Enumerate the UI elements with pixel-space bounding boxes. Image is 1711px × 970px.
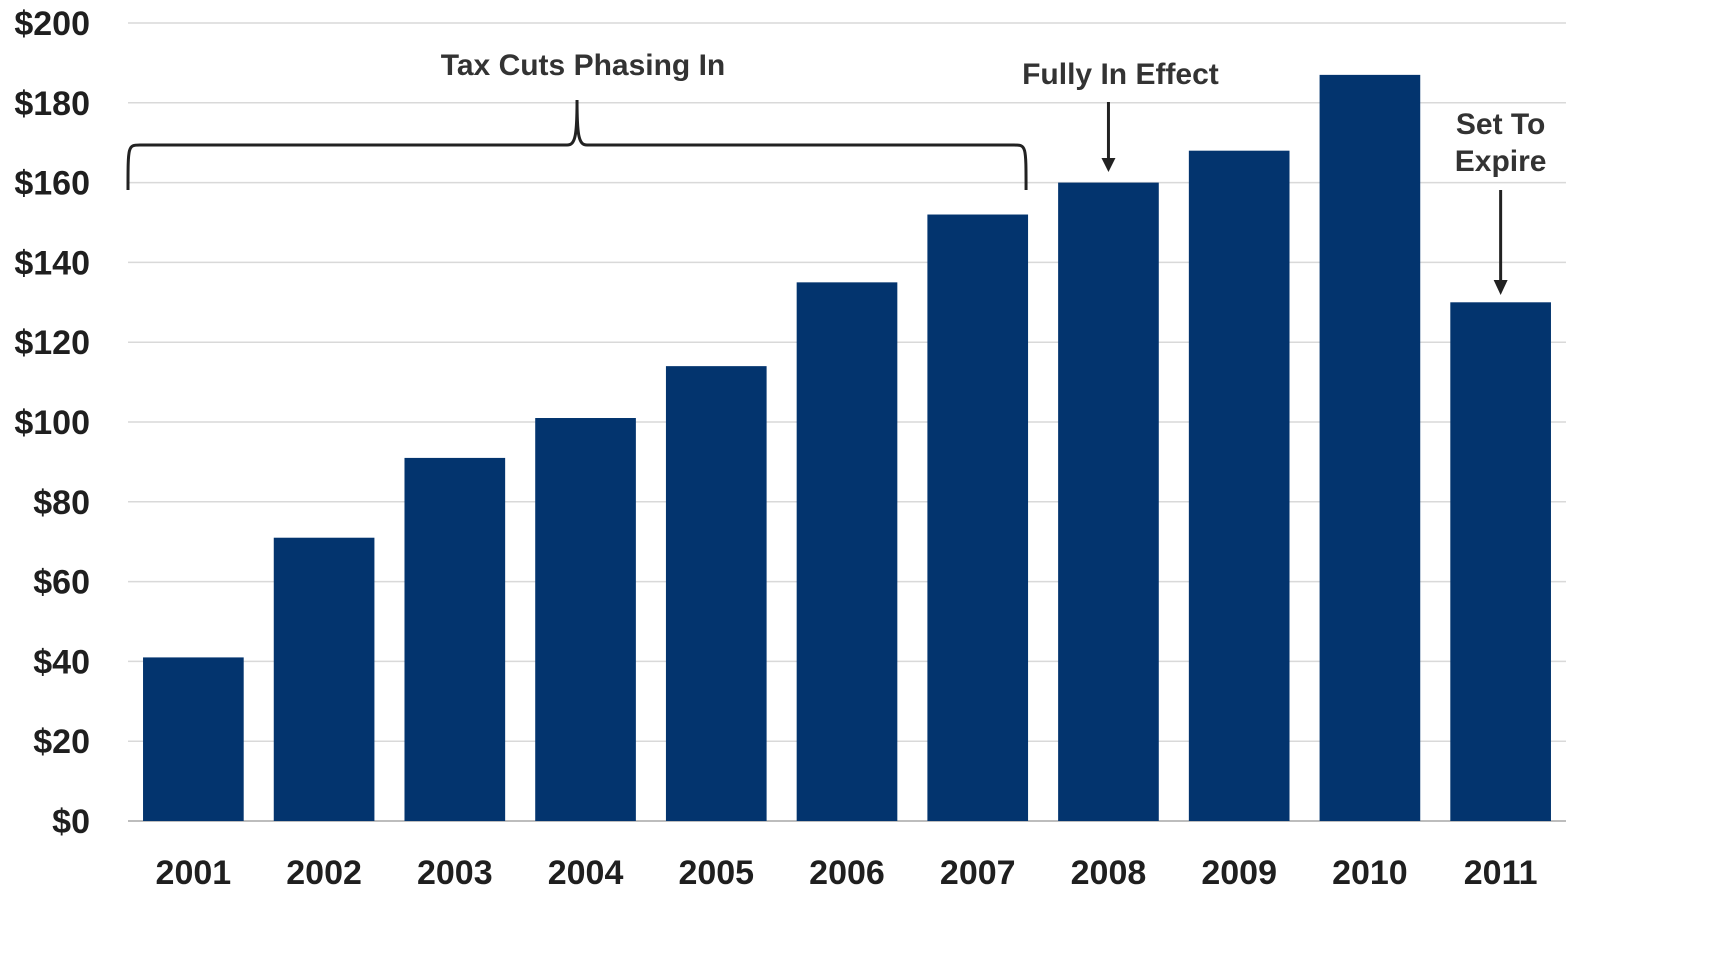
- fully-in-effect-annotation: Fully In Effect: [1022, 58, 1219, 91]
- bar-2009: [1188, 150, 1290, 821]
- bar-2002: [273, 537, 375, 821]
- x-axis-ticks: 2001 2002 2003 2004 2005 2006 2007 2008 2009 2010…: [156, 854, 1538, 892]
- bar-2006: [796, 282, 898, 822]
- x-tick-label: 2003: [417, 854, 493, 892]
- bar-2004: [535, 418, 636, 821]
- annotations: Tax Cuts Phasing In Fully In Effect Set …: [126, 49, 1547, 295]
- y-tick-label: $20: [33, 723, 90, 761]
- y-tick-label: $0: [52, 803, 90, 841]
- y-tick-label: $80: [33, 484, 90, 522]
- x-tick-label: 2010: [1332, 854, 1408, 892]
- x-tick-label: 2002: [286, 854, 362, 892]
- x-tick-label: 2001: [156, 854, 232, 892]
- y-tick-label: $200: [14, 5, 90, 43]
- bar-2007: [927, 214, 1029, 821]
- phasing-in-annotation: Tax Cuts Phasing In: [441, 49, 726, 82]
- bar-2008: [1058, 182, 1159, 822]
- y-tick-label: $60: [33, 564, 90, 602]
- x-tick-label: 2004: [548, 854, 624, 892]
- bar-2001: [143, 657, 244, 821]
- x-tick-label: 2005: [678, 854, 754, 892]
- set-to-expire-arrowhead: [1493, 280, 1508, 295]
- y-tick-label: $100: [14, 404, 90, 442]
- x-tick-label: 2008: [1071, 854, 1147, 892]
- x-tick-label: 2006: [809, 854, 885, 892]
- y-tick-label: $120: [14, 324, 90, 362]
- bar-2003: [404, 457, 506, 821]
- x-tick-label: 2007: [940, 854, 1016, 892]
- bar-2011: [1450, 302, 1551, 821]
- y-axis-ticks: $0 $20 $40 $60 $80 $100 $120 $140 $160 $180 $200: [14, 5, 90, 841]
- bar-2005: [665, 366, 767, 821]
- set-to-expire-annotation-line1: Set To: [1456, 108, 1545, 141]
- y-tick-label: $140: [14, 244, 90, 282]
- y-tick-label: $180: [14, 85, 90, 123]
- y-tick-label: $160: [14, 165, 90, 203]
- fully-in-effect-arrowhead: [1101, 158, 1116, 172]
- phasing-in-brace: [126, 99, 1028, 191]
- y-tick-label: $40: [33, 643, 90, 681]
- x-tick-label: 2011: [1464, 854, 1538, 892]
- bar-2010: [1319, 74, 1421, 822]
- bars: [143, 74, 1551, 822]
- set-to-expire-annotation-line2: Expire: [1455, 145, 1547, 178]
- x-tick-label: 2009: [1201, 854, 1277, 892]
